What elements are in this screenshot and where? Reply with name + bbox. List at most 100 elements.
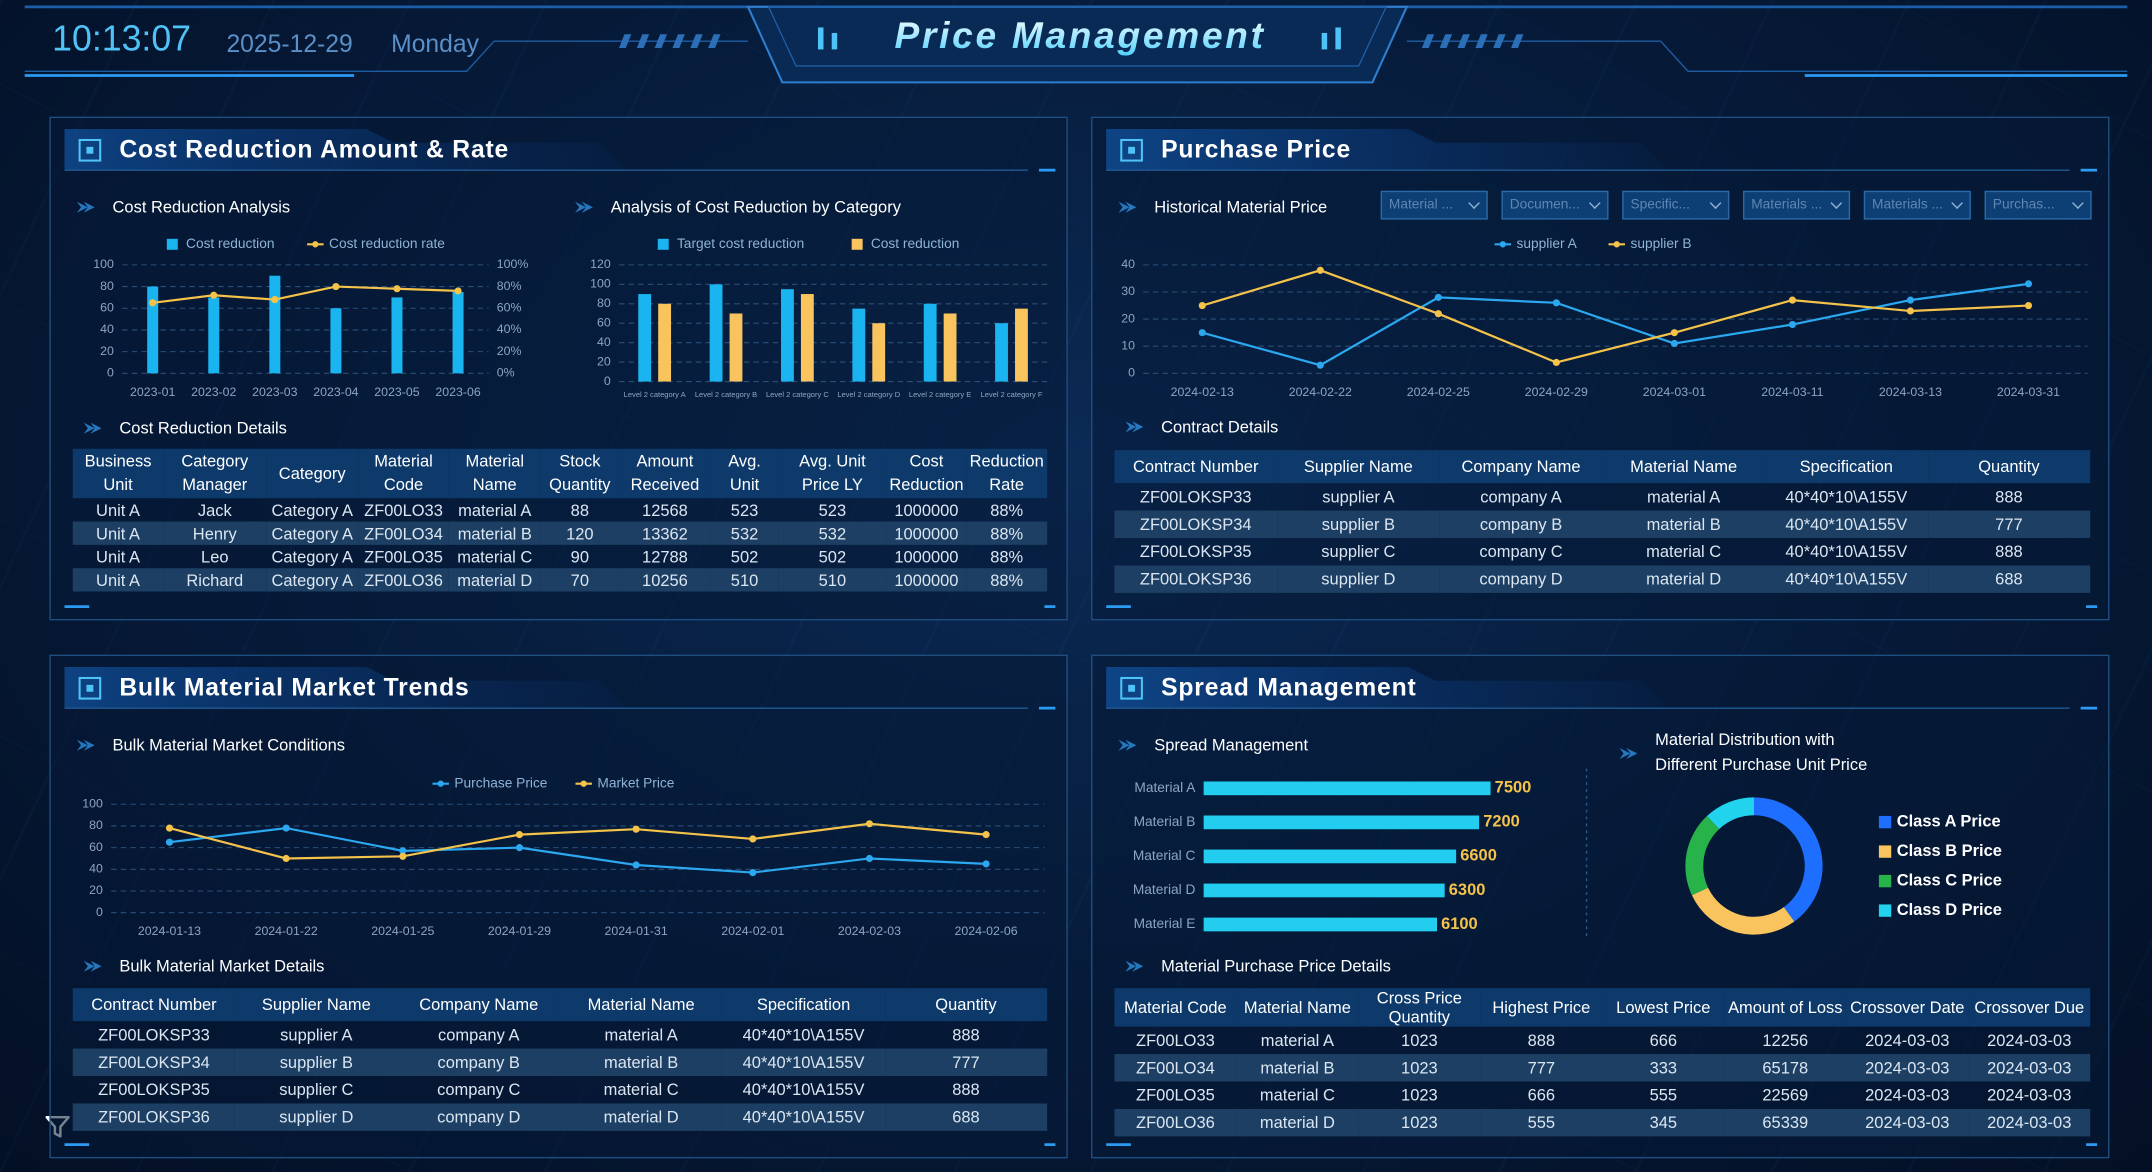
header-row: Business Unit Category Manager Category Mat…	[72, 448, 1048, 499]
table-cell: 1000000	[886, 521, 967, 545]
table-cell: 532	[778, 521, 887, 545]
legend-swatch	[657, 238, 669, 250]
bar	[1015, 308, 1028, 382]
table-cell: company B	[1439, 510, 1603, 539]
table-cell: ZF00LOKSP36	[1114, 565, 1278, 593]
table-cell: 2024-03-03	[1968, 1108, 2091, 1137]
column-header: Avg. Unit Price LY	[778, 448, 887, 499]
bar	[1203, 883, 1445, 898]
table-cell: 888	[1995, 542, 2023, 562]
table-cell: Richard	[163, 568, 267, 592]
table-cell: ZF00LO33	[1136, 1030, 1215, 1050]
table-cell: 688	[884, 1103, 1048, 1131]
bar	[781, 289, 794, 382]
filter-dropdown[interactable]: Purchas...	[1984, 190, 2092, 220]
data-point	[749, 835, 757, 843]
column-header: Avg. Unit	[710, 448, 779, 499]
page-title: Price Management	[894, 14, 1265, 56]
data-label: 7200	[1483, 813, 1520, 831]
data-point	[1670, 329, 1678, 337]
y2-tick-label: 20%	[497, 344, 522, 358]
bar	[1203, 815, 1480, 830]
data-point	[749, 868, 757, 877]
y2-tick-label: 0%	[497, 366, 515, 380]
y-tick-label: 60	[100, 301, 114, 315]
x-tick-label: 2023-03	[252, 385, 297, 399]
data-point	[982, 831, 990, 839]
table-cell: ZF00LO36	[1114, 1108, 1237, 1137]
title-icon	[1128, 684, 1136, 692]
table-cell: Jack	[197, 500, 232, 520]
filter-dropdown[interactable]: Materials ...	[1743, 190, 1851, 220]
table-cell: 88%	[990, 500, 1024, 520]
table-cell: 40*40*10\A155V	[1785, 542, 1908, 562]
column-header: Business Unit	[72, 448, 164, 499]
legend-swatch	[1878, 845, 1892, 858]
table-cell: supplier D	[235, 1103, 398, 1131]
x-tick-label: 2024-02-06	[955, 924, 1018, 938]
table-cell: 510	[710, 568, 779, 592]
table-cell: 70	[540, 568, 619, 592]
table-row: ZF00LOKSP35 supplier C company C material C…	[73, 1076, 1047, 1103]
table-cell: 555	[1480, 1108, 1603, 1137]
x-tick-label: 2024-02-03	[838, 924, 901, 938]
filter-dropdown[interactable]: Materials ...	[1863, 190, 1971, 220]
column-header: Highest Price	[1480, 988, 1603, 1027]
table-cell: ZF00LOKSP33	[98, 1025, 210, 1045]
y2-tick-label: 100%	[497, 257, 529, 271]
section-icon	[1118, 739, 1137, 751]
table-cell: material B	[1602, 510, 1765, 539]
title-icon	[78, 676, 102, 700]
table-cell: 65339	[1724, 1108, 1847, 1137]
x-tick-label: 2024-02-25	[1407, 385, 1470, 399]
clock-weekday: Monday	[391, 31, 479, 58]
filter-dropdown[interactable]: Documen...	[1501, 190, 1609, 220]
table-cell: 888	[952, 1025, 980, 1045]
table-cell: material A	[1647, 487, 1721, 507]
donut-slice	[1753, 797, 1823, 922]
data-point	[1788, 320, 1796, 329]
bar	[1203, 781, 1491, 796]
section-icon	[76, 739, 95, 751]
legend-label: Cost reduction	[871, 236, 959, 251]
filter-dropdown[interactable]: Material ...	[1380, 190, 1488, 220]
column-header: Supplier Name	[1277, 450, 1440, 484]
table-cell: 40*40*10\A155V	[1764, 565, 1928, 593]
table-cell: 2024-03-03	[1968, 1054, 2091, 1082]
table-cell: 88	[570, 500, 590, 520]
header-row: Contract Number Supplier Name Company Name…	[1114, 450, 2091, 484]
panel-graphics: Spread Management Material A 7500 Material …	[1106, 667, 2098, 1146]
table-cell: Unit A	[96, 500, 140, 520]
data-label: 6600	[1460, 847, 1497, 865]
bar	[638, 294, 652, 382]
column-header: Material Name	[559, 988, 723, 1022]
bar	[872, 323, 886, 382]
table-cell: Category A	[271, 546, 353, 567]
x-tick-label: 2023-01	[130, 385, 175, 399]
data-table: Material Code Material Name Cross Price Qu…	[1114, 988, 2091, 1137]
panel-title: Spread Management	[1161, 675, 1416, 702]
filter-dropdown[interactable]: Specific...	[1622, 190, 1730, 220]
data-point	[1316, 266, 1324, 274]
y-tick-label: 60	[89, 840, 103, 854]
data-label: 6100	[1441, 915, 1478, 933]
column-header: Cross Price Quantity	[1358, 988, 1481, 1027]
table-cell: material B	[448, 521, 541, 545]
table-cell: material D	[559, 1103, 723, 1131]
legend-label: Target cost reduction	[677, 236, 804, 251]
y-tick-label: Material B	[1134, 814, 1196, 829]
table-cell: 777	[884, 1048, 1048, 1077]
legend-swatch	[437, 780, 444, 787]
legend-swatch	[1878, 874, 1892, 888]
y-tick-label: 0	[1128, 366, 1135, 380]
legend-label: supplier A	[1517, 236, 1578, 251]
table-cell: material D	[1236, 1108, 1359, 1137]
table-cell: material C	[1646, 542, 1722, 562]
table-cell: Unit A	[96, 546, 140, 567]
column-header: Category	[266, 448, 359, 499]
table-cell: Unit A	[72, 521, 164, 545]
table-cell: 88%	[990, 546, 1024, 567]
data-point	[282, 824, 290, 832]
